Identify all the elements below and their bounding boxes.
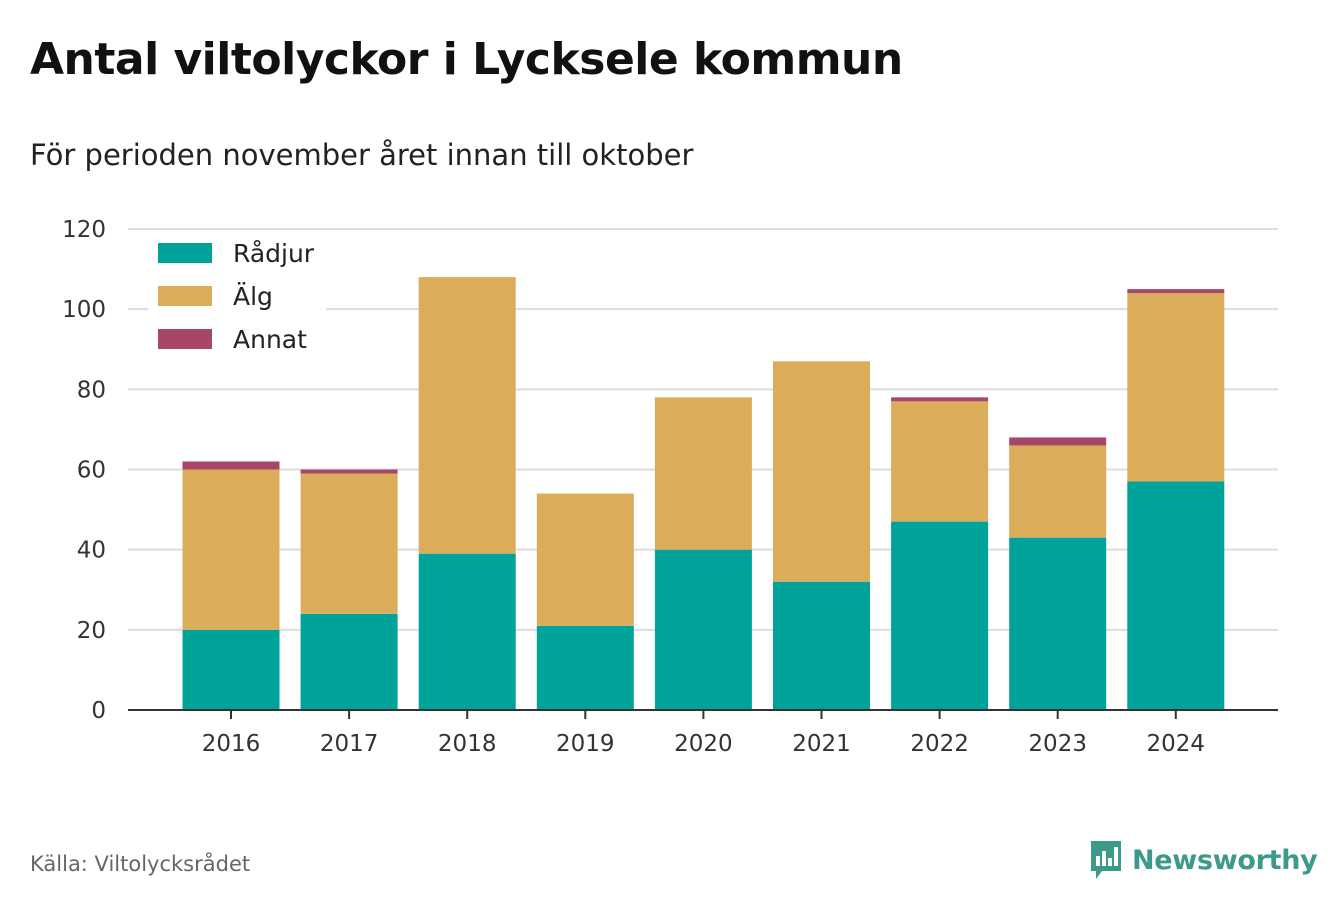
chart-subtitle: För perioden november året innan till ok…: [30, 138, 694, 172]
bar-segment-rådjur: [536, 625, 634, 710]
bar-segment-älg: [300, 473, 398, 614]
y-tick-label: 60: [77, 458, 106, 484]
bar-segment-älg: [536, 493, 634, 626]
bar-segment-älg: [1009, 445, 1107, 538]
bar-segment-rådjur: [1127, 481, 1225, 710]
bar-segment-älg: [891, 401, 989, 522]
x-tick-label: 2024: [1147, 731, 1206, 757]
chart-title: Antal viltolyckor i Lycksele kommun: [30, 34, 903, 85]
bar-segment-älg: [1127, 293, 1225, 482]
legend-label: Älg: [233, 282, 273, 311]
x-tick-label: 2019: [556, 731, 615, 757]
bar-segment-rådjur: [891, 521, 989, 710]
bar-segment-annat: [891, 397, 989, 402]
bar-segment-annat: [1009, 437, 1107, 446]
bar-segment-rådjur: [418, 553, 516, 710]
stacked-bar-chart: 0 20 40 60 80 100 120 2016 2017 2018 2019 2020 2021…: [62, 217, 1278, 757]
y-axis-ticks: 0 20 40 60 80 100 120: [62, 217, 106, 724]
y-tick-label: 40: [77, 538, 106, 564]
bar-segment-rådjur: [1009, 537, 1107, 710]
bar-segment-annat: [300, 469, 398, 474]
x-tick-label: 2018: [438, 731, 497, 757]
x-tick-label: 2020: [674, 731, 733, 757]
bar-segment-rådjur: [182, 629, 280, 710]
bars: [182, 277, 1225, 710]
x-tick-label: 2021: [792, 731, 851, 757]
legend-label: Rådjur: [233, 239, 315, 268]
y-tick-label: 80: [77, 377, 106, 403]
bar-segment-rådjur: [300, 613, 398, 710]
bar-segment-älg: [654, 397, 752, 550]
legend-swatch: [158, 329, 212, 349]
legend: Rådjur Älg Annat: [148, 232, 326, 356]
x-axis-ticks: 2016 2017 2018 2019 2020 2021 2022 2023 2024: [202, 710, 1205, 757]
y-tick-label: 0: [91, 698, 106, 724]
legend-swatch: [158, 243, 212, 263]
bar-segment-älg: [182, 469, 280, 630]
source-note: Källa: Viltolycksrådet: [30, 852, 251, 876]
bar-segment-rådjur: [654, 549, 752, 710]
x-tick-label: 2022: [910, 731, 969, 757]
x-tick-label: 2017: [320, 731, 379, 757]
x-tick-label: 2023: [1028, 731, 1087, 757]
y-tick-label: 100: [62, 297, 106, 323]
x-tick-label: 2016: [202, 731, 261, 757]
bar-segment-annat: [1127, 289, 1225, 294]
brand-logo: Newsworthy: [1088, 838, 1318, 882]
bar-segment-annat: [182, 461, 280, 470]
newsworthy-logo-icon: [1091, 841, 1121, 879]
bar-segment-älg: [418, 277, 516, 554]
brand-name: Newsworthy: [1132, 844, 1318, 876]
bar-segment-rådjur: [773, 581, 870, 710]
y-tick-label: 120: [62, 217, 106, 243]
legend-label: Annat: [233, 325, 307, 354]
legend-swatch: [158, 286, 212, 306]
y-tick-label: 20: [77, 618, 106, 644]
bar-segment-älg: [773, 361, 870, 582]
